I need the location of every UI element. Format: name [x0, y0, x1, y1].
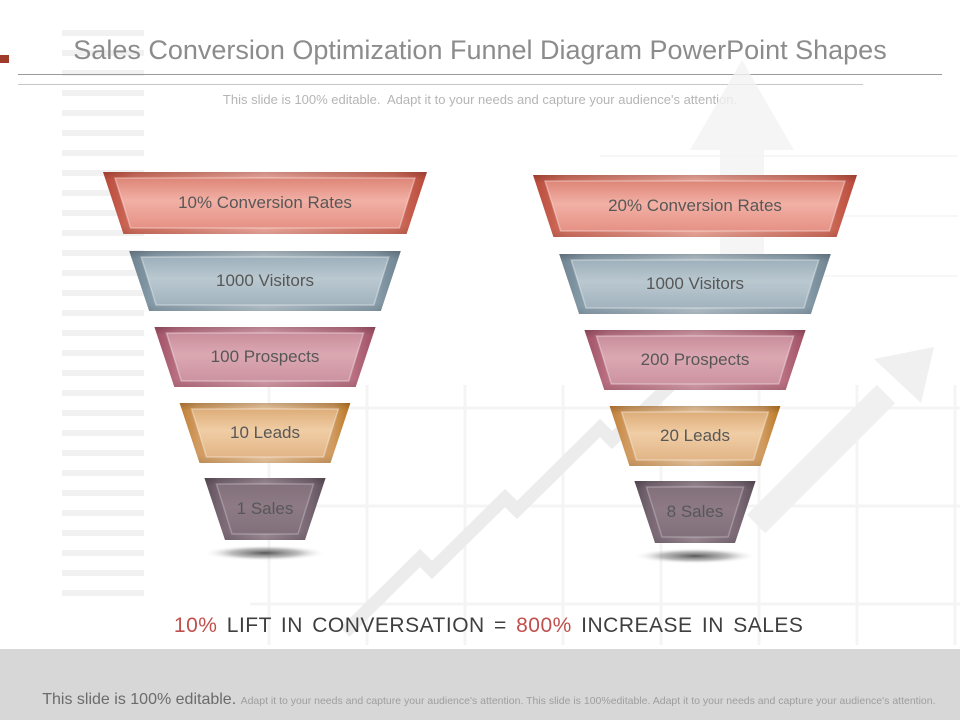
footer-bar: This slide is 100% editable. Adapt it to…: [0, 649, 960, 720]
lift-text: LIFT IN CONVERSATION =: [217, 614, 517, 637]
right-funnel-label-visitors: 1000 Visitors: [646, 274, 744, 293]
right-funnel: [533, 175, 857, 564]
left-funnel-label-prospects: 100 Prospects: [210, 347, 320, 366]
left-funnel-segment-conversion-rates: [103, 172, 427, 234]
left-funnel-label-sales: 1 Sales: [236, 499, 294, 518]
title-divider-line-2: [18, 84, 863, 85]
footer-body: Adapt it to your needs and capture your …: [240, 694, 936, 707]
conversion-statement: 10% LIFT IN CONVERSATION = 800% INCREASE…: [0, 590, 940, 662]
left-funnel-label-conversion-rates: 10% Conversion Rates: [178, 193, 352, 212]
background-stripes: [62, 30, 144, 602]
title-divider-line-1: [18, 74, 942, 75]
right-funnel-shadow: [633, 548, 757, 564]
right-funnel-segment-conversion-rates: [533, 175, 857, 237]
left-funnel: [103, 172, 427, 561]
increase-percentage: 800%: [516, 614, 572, 637]
left-funnel-label-visitors: 1000 Visitors: [216, 271, 314, 290]
right-funnel-segment-visitors: [559, 254, 831, 314]
right-funnel-label-prospects: 200 Prospects: [640, 350, 750, 369]
right-funnel-label-conversion-rates: 20% Conversion Rates: [608, 196, 782, 215]
watermark-arrows: [340, 60, 934, 637]
left-funnel-segment-sales: [204, 478, 326, 540]
right-funnel-label-sales: 8 Sales: [666, 502, 724, 521]
up-arrow-watermark: [690, 60, 794, 285]
right-funnel-segment-sales: [634, 481, 756, 543]
increase-text: INCREASE IN SALES: [571, 614, 804, 637]
right-funnel-segment-prospects: [584, 330, 806, 390]
right-funnel-segment-leads: [609, 406, 781, 466]
trend-line-watermark: [340, 347, 711, 637]
left-funnel-label-leads: 10 Leads: [230, 423, 300, 442]
red-accent-mark: [0, 55, 9, 63]
left-funnel-segment-prospects: [154, 327, 376, 387]
lift-percentage: 10%: [173, 614, 218, 637]
ne-arrowhead-watermark: [874, 347, 934, 403]
slide-title: Sales Conversion Optimization Funnel Dia…: [73, 35, 887, 66]
left-funnel-shadow: [203, 545, 327, 561]
left-funnel-segment-leads: [179, 403, 351, 463]
footer-headline: This slide is 100% editable.: [42, 690, 241, 708]
left-funnel-segment-visitors: [129, 251, 401, 311]
right-funnel-label-leads: 20 Leads: [660, 426, 730, 445]
